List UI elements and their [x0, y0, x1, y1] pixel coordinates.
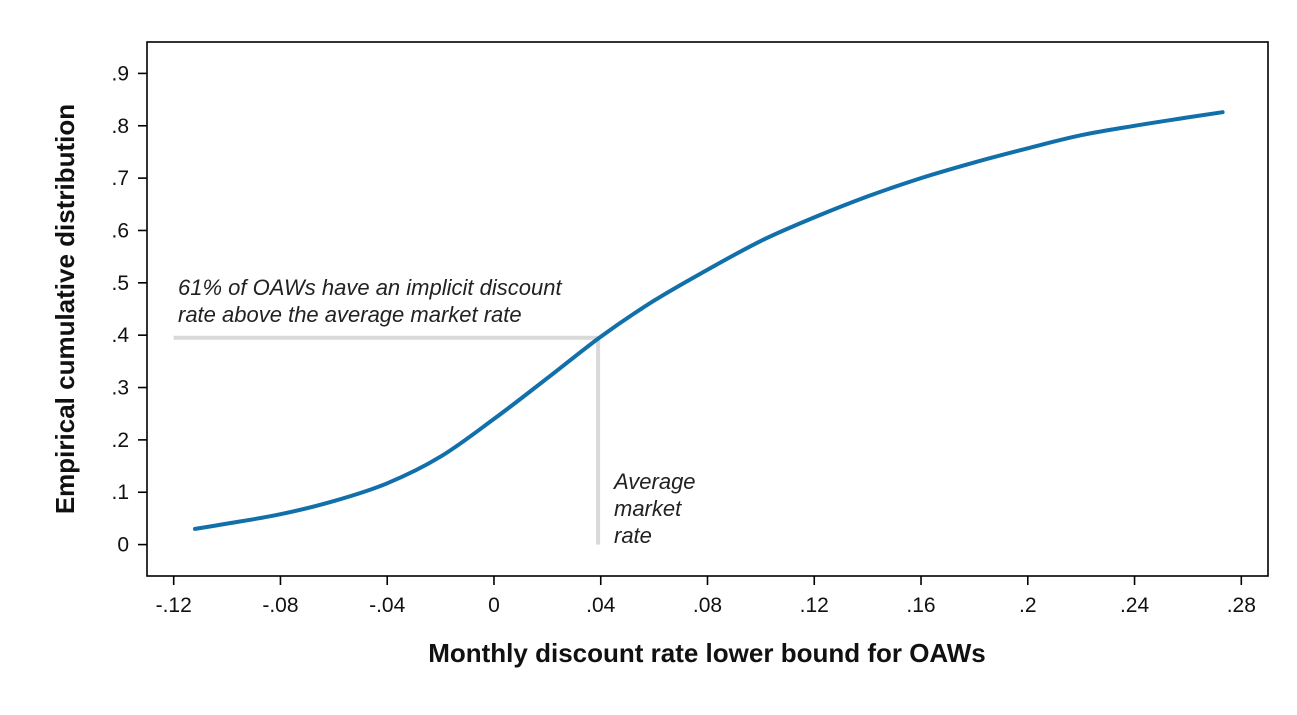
- y-tick-label-2: .2: [111, 429, 129, 452]
- market-annotation-line-3: rate: [614, 523, 652, 548]
- share-annotation-line-2: rate above the average market rate: [178, 302, 522, 327]
- x-tick-label-8: .2: [1019, 594, 1037, 617]
- y-axis-title: Empirical cumulative distribution: [50, 104, 80, 514]
- y-tick-label-8: .8: [111, 115, 129, 138]
- reference-lines: [173, 335, 601, 545]
- market-annotation-line-1: Average: [612, 469, 696, 494]
- x-tick-label-3: 0: [488, 594, 500, 617]
- x-tick-label-7: .16: [906, 594, 935, 617]
- y-tick-label-6: .6: [111, 219, 129, 242]
- market-annotation-line-2: market: [614, 496, 682, 521]
- y-tick-label-4: .4: [111, 324, 129, 347]
- x-axis-title: Monthly discount rate lower bound for OA…: [428, 638, 986, 668]
- x-tick-label-10: .28: [1227, 594, 1256, 617]
- x-tick-label-0: -.12: [156, 594, 192, 617]
- x-axis: -.12 -.08 -.04 0 .04 .08 .12 .16 .2 .24 .28: [156, 576, 1256, 617]
- y-tick-label-9: .9: [111, 62, 129, 85]
- series-layer: [193, 110, 1225, 531]
- x-tick-label-5: .08: [693, 594, 722, 617]
- y-tick-label-7: .7: [111, 167, 129, 190]
- x-tick-label-6: .12: [800, 594, 829, 617]
- y-tick-label-1: .1: [111, 481, 129, 504]
- y-axis: 0 .1 .2 .3 .4 .5 .6 .7 .8 .9: [111, 62, 147, 557]
- series-line-0: [193, 110, 1225, 531]
- x-tick-label-2: -.04: [369, 594, 406, 617]
- y-tick-label-5: .5: [111, 272, 129, 295]
- share-annotation-line-1: 61% of OAWs have an implicit discount: [178, 275, 562, 300]
- x-tick-label-4: .04: [586, 594, 616, 617]
- x-tick-label-9: .24: [1120, 594, 1150, 617]
- y-tick-label-0: 0: [117, 534, 129, 557]
- y-tick-label-3: .3: [111, 377, 129, 400]
- x-tick-label-1: -.08: [262, 594, 298, 617]
